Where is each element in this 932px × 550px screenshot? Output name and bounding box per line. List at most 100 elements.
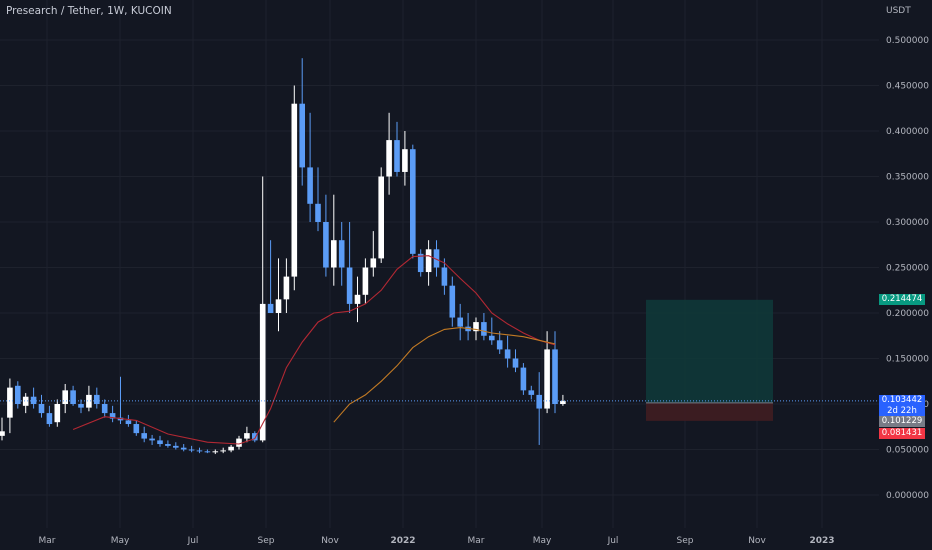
candle-body — [259, 303, 266, 441]
time-tick-label: May — [111, 536, 130, 546]
candle-body — [552, 349, 558, 404]
candle-body — [370, 258, 377, 268]
candle-body — [441, 267, 448, 286]
candle-body — [0, 431, 5, 436]
time-tick-label: 2023 — [809, 536, 834, 546]
stop-price-tag: 0.081431 — [879, 427, 925, 439]
moving-averages — [72, 255, 556, 445]
candle-body — [78, 404, 84, 408]
candle-body — [109, 413, 116, 419]
price-tick-label: 0.300000 — [886, 218, 929, 228]
candle-body — [46, 413, 53, 425]
time-tick-label: Jul — [607, 536, 619, 546]
candle-body — [489, 335, 495, 341]
candle-body — [220, 450, 226, 452]
candle-body — [101, 404, 108, 414]
current-price-tag: 0.103442 — [879, 395, 925, 407]
long-position-tool[interactable] — [646, 299, 773, 421]
entry-price-tag: 0.101229 — [879, 416, 925, 428]
candle-body — [70, 390, 76, 404]
candle-body — [315, 203, 321, 222]
candle-body — [283, 276, 290, 300]
profit-zone — [646, 299, 773, 403]
candle-body — [496, 340, 503, 350]
price-tick-label: 0.000000 — [886, 491, 929, 501]
candle-body — [386, 140, 392, 177]
candle-body — [62, 390, 68, 404]
price-tick-label: 0.050000 — [886, 446, 929, 456]
candle-body — [536, 394, 542, 409]
time-tick-label: Sep — [677, 536, 694, 546]
candle-body — [362, 267, 369, 295]
currency-label: USDT — [886, 6, 911, 16]
candle-body — [307, 167, 313, 204]
time-tick-label: Sep — [258, 536, 275, 546]
grid-lines — [0, 0, 879, 528]
price-tick-label: 0.200000 — [886, 309, 929, 319]
price-tick-label: 0.450000 — [886, 82, 929, 92]
candle-body — [299, 103, 305, 168]
bar-countdown-tag: 2d 22h — [879, 406, 925, 417]
candle-body — [125, 420, 132, 425]
candle-body — [323, 222, 329, 268]
candle-body — [528, 390, 535, 395]
candle-body — [457, 317, 463, 327]
candle-body — [15, 385, 21, 404]
candle-body — [236, 438, 242, 447]
candle-body — [188, 449, 195, 451]
candle-body — [520, 367, 527, 391]
candle-body — [180, 447, 187, 450]
ma-long-line — [333, 327, 556, 423]
target-price-tag: 0.214474 — [879, 294, 925, 306]
candle-body — [204, 451, 211, 453]
candle-body — [54, 404, 61, 423]
candle-body — [512, 358, 519, 368]
price-tick-label: 0.350000 — [886, 173, 929, 183]
candlestick-series — [0, 58, 566, 455]
candle-body — [22, 396, 29, 406]
price-tick-label: 0.500000 — [886, 36, 929, 46]
candle-body — [275, 299, 282, 313]
candle-body — [544, 349, 550, 409]
candle-body — [473, 322, 479, 332]
time-tick-label: Jul — [187, 536, 199, 546]
candle-body — [481, 322, 487, 336]
time-tick-label: Nov — [748, 536, 766, 546]
candle-body — [244, 433, 250, 439]
candle-body — [331, 240, 337, 268]
time-tick-label: Mar — [39, 536, 56, 546]
candle-body — [346, 267, 353, 304]
candle-body — [165, 444, 171, 446]
symbol-title: Presearch / Tether, 1W, KUCOIN — [6, 5, 172, 17]
candle-body — [86, 394, 92, 408]
candle-body — [354, 294, 361, 304]
candle-body — [38, 404, 45, 414]
candle-body — [560, 400, 566, 404]
candle-body — [417, 253, 424, 273]
candle-body — [30, 396, 37, 404]
time-axis[interactable]: Mar May Jul Sep Nov 2022 Mar May Jul Sep Nov 2023 — [39, 536, 835, 546]
ma-short-line — [72, 255, 556, 445]
candle-body — [133, 424, 140, 434]
candle-body — [378, 176, 384, 259]
candle-body — [410, 149, 416, 254]
candle-body — [338, 240, 345, 268]
price-tick-label: 0.250000 — [886, 264, 929, 274]
price-tick-label: 0.400000 — [886, 127, 929, 137]
candle-body — [267, 303, 274, 313]
loss-zone — [646, 402, 773, 421]
candle-body — [394, 140, 400, 172]
candle-body — [425, 249, 432, 273]
candle-body — [173, 445, 179, 448]
candle-body — [141, 433, 147, 439]
candle-body — [291, 103, 298, 277]
candle-body — [149, 438, 155, 441]
candle-body — [212, 451, 219, 453]
candle-body — [433, 249, 440, 268]
candle-body — [252, 433, 258, 441]
candle-body — [449, 285, 456, 318]
price-tick-label: 0.150000 — [886, 355, 929, 365]
candle-body — [228, 446, 234, 451]
time-tick-label: Nov — [321, 536, 339, 546]
